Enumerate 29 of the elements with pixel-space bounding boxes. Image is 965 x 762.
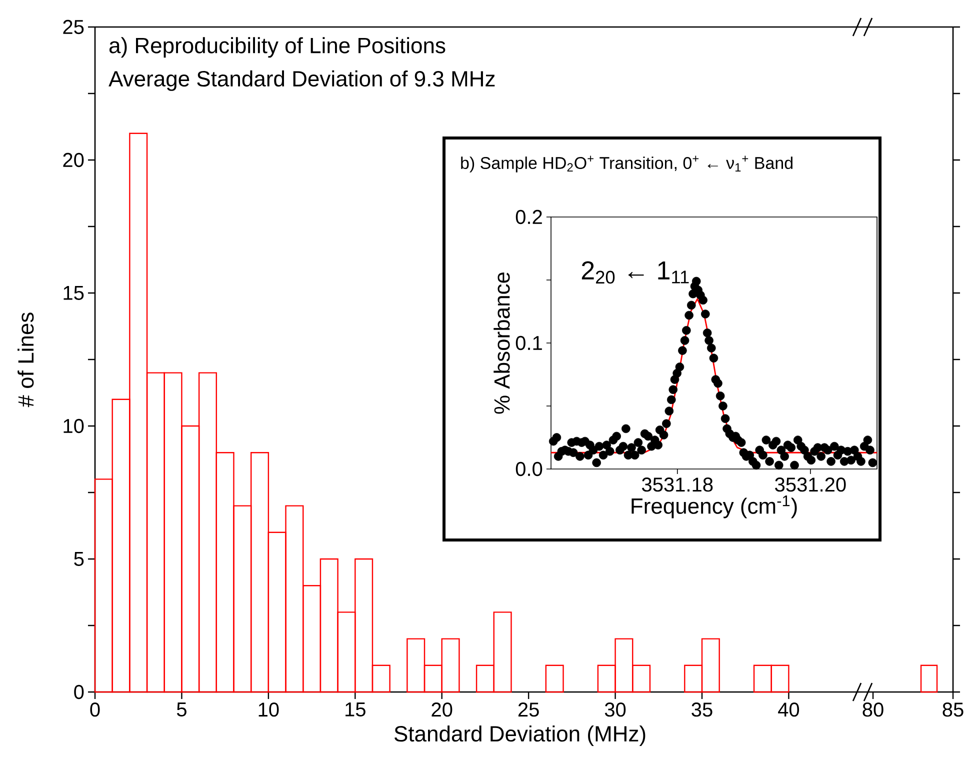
y-tick-label: 20	[63, 152, 84, 168]
annotation: 2$_{20}$ ← 1$_{11}$	[582, 261, 689, 284]
x-axis-title: Standard Deviation (MHz)	[394, 725, 646, 746]
y-tick-label: 0.0	[516, 462, 542, 476]
x-tick-label: 15	[346, 702, 366, 716]
x-tick-label: 5	[176, 702, 186, 716]
y-tick-label: 15	[64, 286, 84, 300]
x-tick-label: 20	[432, 702, 452, 717]
text: Average Standard Deviation of 9.3 MHz	[108, 70, 495, 91]
x-tick-label: 3531.20	[775, 478, 846, 492]
y-tick-label: 0.1	[516, 336, 542, 350]
y-tick-label: 10	[64, 418, 84, 434]
x-tick-label: 40	[778, 702, 800, 717]
x-tick-label: 30	[604, 702, 626, 717]
y-tick-label: 0.2	[516, 210, 542, 224]
y-tick-label: 5	[74, 552, 84, 566]
y-tick-label: 0	[74, 684, 84, 700]
x-tick-label: 80	[862, 702, 884, 717]
chart-title: b) Sample HD$_{2}$O$^{+}$ Transition, 0$^{+}$ ← ν$_{1}$$^{+}$ Band	[461, 156, 792, 172]
chart-title: a) Reproducibility of Line Positions	[109, 37, 446, 58]
y-tick-label: 25	[63, 20, 84, 34]
y-axis-title: # of Lines	[18, 312, 34, 408]
x-tick-label: 3531.18	[642, 478, 713, 492]
x-tick-label: 10	[258, 702, 279, 717]
y-axis-title: % Absorbance	[494, 272, 510, 414]
x-tick-label: 35	[692, 702, 712, 717]
x-tick-label: 85	[942, 702, 964, 717]
x-tick-label: 0	[90, 702, 100, 717]
x-axis-title: Frequency (cm$^{-1}$)	[632, 496, 797, 518]
